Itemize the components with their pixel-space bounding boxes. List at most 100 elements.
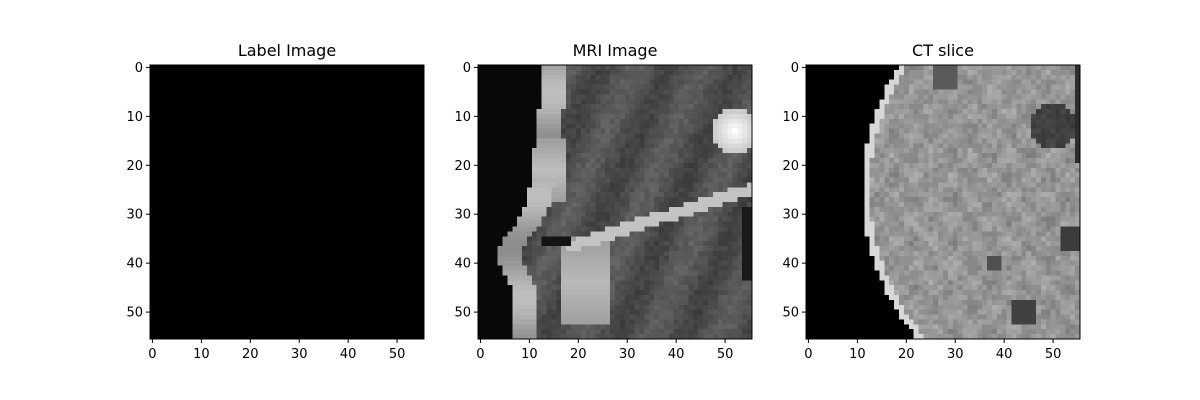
image-pixel	[747, 113, 753, 120]
image-pixel	[600, 153, 606, 159]
image-pixel	[663, 197, 670, 203]
image-pixel	[972, 148, 978, 154]
image-pixel	[717, 285, 724, 291]
image-pixel	[551, 299, 557, 306]
image-pixel	[492, 94, 498, 100]
image-pixel	[649, 167, 655, 174]
image-pixel	[820, 157, 826, 164]
image-pixel	[561, 192, 567, 198]
image-pixel	[727, 89, 733, 95]
image-pixel	[580, 241, 587, 247]
image-pixel	[722, 216, 728, 222]
image-pixel	[898, 84, 905, 90]
y-tick-label: 40	[126, 257, 143, 272]
image-pixel	[536, 109, 543, 115]
image-pixel	[629, 226, 635, 232]
image-pixel	[678, 304, 684, 311]
image-pixel	[1021, 133, 1027, 139]
image-pixel	[1040, 79, 1047, 85]
image-pixel	[536, 153, 543, 159]
image-pixel	[600, 148, 606, 154]
image-pixel	[595, 109, 601, 115]
image-pixel	[996, 104, 1003, 110]
image-pixel	[712, 226, 719, 232]
image-pixel	[502, 319, 508, 325]
image-pixel	[707, 109, 714, 115]
image-pixel	[810, 89, 817, 95]
image-pixel	[629, 84, 635, 90]
image-pixel	[894, 167, 900, 174]
image-pixel	[840, 148, 846, 154]
image-pixel	[1021, 104, 1027, 110]
image-pixel	[561, 79, 567, 85]
image-pixel	[913, 216, 919, 222]
image-pixel	[972, 182, 978, 188]
image-pixel	[712, 255, 719, 262]
image-pixel	[1026, 74, 1032, 81]
image-pixel	[644, 294, 650, 301]
image-pixel	[732, 275, 738, 281]
image-pixel	[619, 138, 626, 144]
image-pixel	[850, 216, 856, 222]
image-pixel	[727, 285, 733, 291]
image-pixel	[644, 304, 650, 311]
image-pixel	[566, 226, 572, 232]
image-pixel	[703, 241, 709, 247]
image-pixel	[707, 290, 714, 296]
image-pixel	[854, 69, 861, 76]
image-pixel	[605, 128, 611, 134]
image-pixel	[884, 216, 890, 222]
image-pixel	[546, 109, 552, 115]
image-pixel	[663, 65, 670, 71]
image-pixel	[717, 89, 724, 95]
image-pixel	[698, 94, 704, 100]
image-pixel	[673, 113, 680, 120]
image-pixel	[619, 172, 626, 178]
image-pixel	[580, 255, 587, 262]
image-pixel	[977, 192, 983, 198]
image-pixel	[570, 216, 577, 222]
image-pixel	[517, 123, 523, 130]
image-pixel	[575, 294, 582, 301]
image-pixel	[546, 329, 552, 335]
image-pixel	[903, 94, 910, 100]
image-pixel	[1016, 182, 1022, 188]
image-pixel	[703, 133, 709, 139]
image-pixel	[874, 153, 880, 159]
image-pixel	[712, 202, 719, 208]
image-pixel	[531, 260, 538, 267]
image-pixel	[546, 99, 552, 105]
image-pixel	[1055, 187, 1061, 193]
image-pixel	[747, 294, 753, 301]
image-pixel	[864, 94, 871, 100]
image-pixel	[747, 133, 753, 139]
image-pixel	[967, 192, 973, 198]
image-pixel	[654, 314, 660, 320]
image-pixel	[894, 153, 900, 159]
image-pixel	[634, 104, 640, 110]
image-pixel	[561, 275, 567, 281]
image-pixel	[487, 113, 494, 120]
image-pixel	[688, 211, 694, 218]
image-pixel	[820, 113, 826, 120]
image-pixel	[566, 275, 572, 281]
image-pixel	[1060, 104, 1066, 110]
image-pixel	[492, 250, 498, 257]
image-pixel	[546, 138, 552, 144]
image-pixel	[727, 260, 733, 267]
image-pixel	[698, 260, 704, 267]
image-pixel	[693, 265, 699, 271]
image-pixel	[874, 89, 880, 95]
image-pixel	[967, 65, 973, 71]
y-tick-label: 10	[454, 110, 471, 125]
image-pixel	[864, 192, 871, 198]
image-pixel	[996, 113, 1003, 120]
image-pixel	[644, 236, 650, 242]
image-pixel	[663, 294, 670, 301]
image-pixel	[1011, 69, 1017, 76]
image-pixel	[747, 285, 753, 291]
image-pixel	[947, 94, 954, 100]
image-pixel	[972, 162, 978, 169]
image-pixel	[737, 74, 743, 81]
image-pixel	[928, 148, 934, 154]
